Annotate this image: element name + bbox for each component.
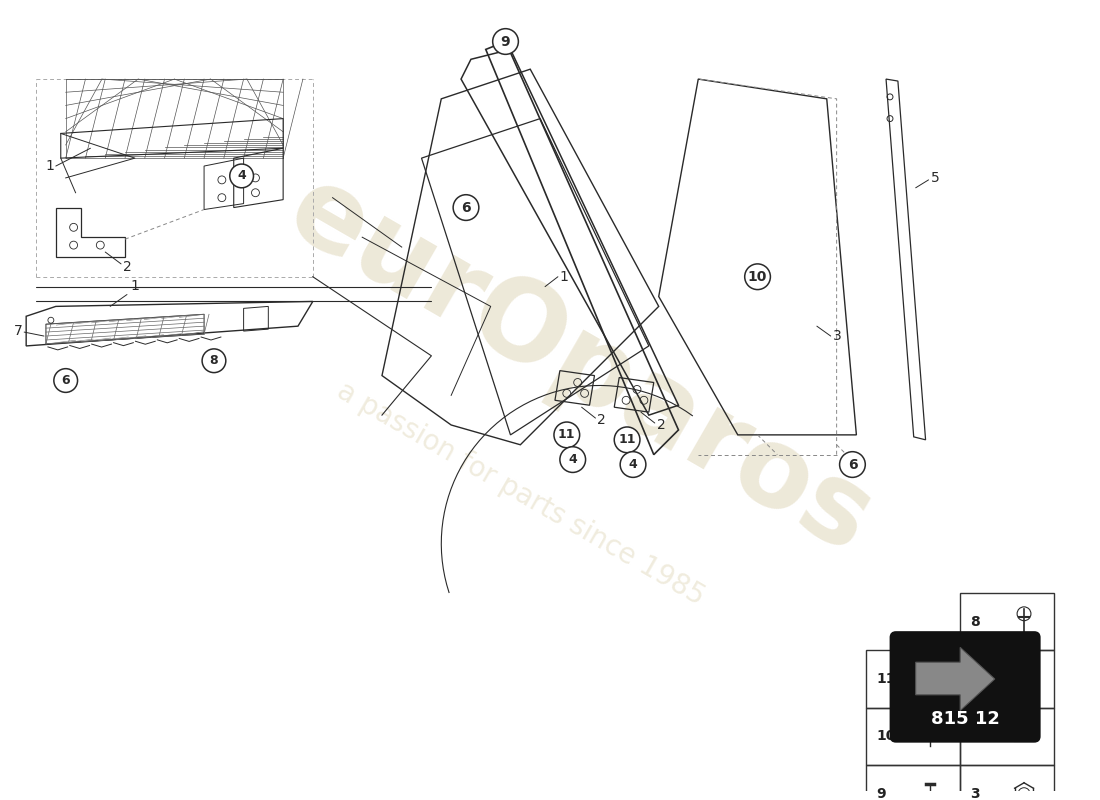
Circle shape [560, 446, 585, 473]
Text: 6: 6 [970, 672, 980, 686]
Text: 11: 11 [618, 434, 636, 446]
Text: 11: 11 [877, 672, 895, 686]
Circle shape [839, 452, 866, 478]
FancyBboxPatch shape [891, 633, 1040, 742]
Circle shape [230, 164, 253, 188]
Circle shape [54, 369, 78, 392]
Text: 10: 10 [748, 270, 767, 284]
Circle shape [453, 194, 478, 221]
Text: 8: 8 [970, 614, 980, 629]
Text: 4: 4 [628, 458, 637, 471]
Circle shape [614, 427, 640, 453]
Text: 6: 6 [848, 458, 857, 471]
Bar [867, 708, 960, 765]
Text: 5: 5 [931, 171, 939, 185]
Text: 1: 1 [45, 159, 54, 173]
Text: 2: 2 [657, 418, 665, 432]
Circle shape [554, 422, 580, 448]
Text: 2: 2 [123, 260, 132, 274]
Bar [960, 593, 1054, 650]
Text: 7: 7 [13, 324, 22, 338]
Text: 6: 6 [461, 201, 471, 214]
Text: 4: 4 [238, 170, 246, 182]
Text: 1: 1 [130, 278, 139, 293]
Bar [867, 650, 960, 708]
Text: 1: 1 [560, 270, 569, 284]
Bar [960, 765, 1054, 800]
Text: 815 12: 815 12 [931, 710, 1000, 727]
Text: 11: 11 [558, 428, 575, 442]
Text: 9: 9 [877, 786, 886, 800]
Bar [867, 765, 960, 800]
Text: 4: 4 [970, 730, 980, 743]
Circle shape [493, 29, 518, 54]
Text: 10: 10 [877, 730, 895, 743]
Text: 8: 8 [210, 354, 218, 367]
Circle shape [202, 349, 226, 373]
Circle shape [745, 264, 770, 290]
Text: 6: 6 [62, 374, 70, 387]
Bar [960, 708, 1054, 765]
Polygon shape [915, 647, 994, 710]
Text: 3: 3 [833, 329, 842, 343]
Text: 2: 2 [597, 413, 606, 427]
Text: 3: 3 [970, 786, 980, 800]
Text: eurOparos: eurOparos [270, 155, 890, 576]
Text: a passion for parts since 1985: a passion for parts since 1985 [331, 377, 710, 611]
Text: 9: 9 [500, 34, 510, 49]
Circle shape [620, 452, 646, 478]
Bar [960, 650, 1054, 708]
Text: 4: 4 [569, 453, 578, 466]
